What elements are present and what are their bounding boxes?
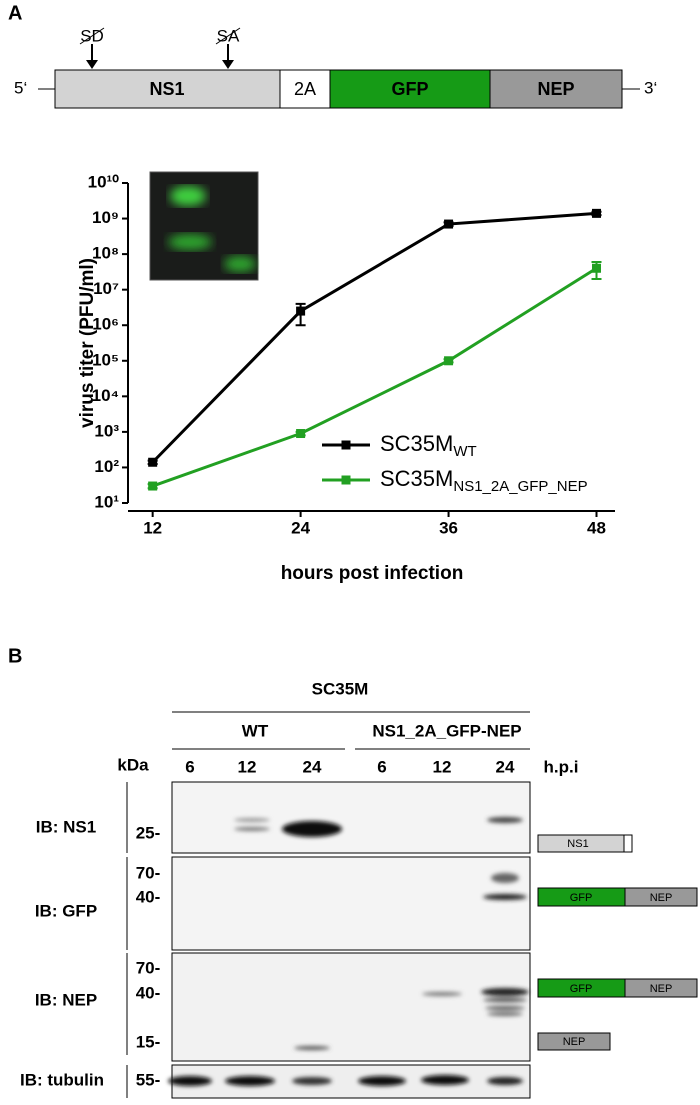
scheme [537,1032,611,1051]
segment-label: NEP [537,79,574,99]
segment-label: 2A [294,79,316,99]
strike [79,27,105,45]
lane-label: 6 [377,757,386,776]
legend-name: SC35M [380,466,453,491]
blot-label: IB: NEP [35,990,97,1009]
y-tick-label: 10⁴ [92,386,119,405]
scheme [624,978,698,998]
kda: kDa [117,755,149,774]
scheme-label: GFP [570,892,593,904]
group-label: WT [242,721,269,740]
legend-marker [341,440,351,450]
panel-label: A [8,2,22,24]
marker: 40- [136,887,161,906]
data-point [148,457,158,467]
plot: 10¹ 10² 10³ 10⁴ 10⁵ 10⁶ 10⁷ 10⁸ 10⁹ 10¹⁰ 12 24 36 48 S… [88,172,615,537]
blot [171,952,531,1062]
data-point [444,356,454,366]
segment-label: NS1 [149,79,184,99]
y-tick-label: 10⁸ [92,244,119,263]
segment-label: GFP [391,79,428,99]
scheme [623,834,633,853]
y-tick-label: 10³ [94,421,119,440]
legend-subscript: WT [453,443,476,460]
lane-label: 12 [238,757,257,776]
scheme-label: GFP [570,983,593,995]
y-tick-label: 10⁷ [93,279,119,298]
segment [329,69,491,109]
marker: 70- [136,958,161,977]
data-point [444,219,454,229]
data-point [592,208,602,218]
series-line [152,266,598,488]
x-tick-label: 48 [587,518,606,537]
lane-label: 24 [496,757,515,776]
panel-label: B [8,645,22,667]
y-tick-label: 10¹⁰ [88,172,120,191]
lane-label: 6 [185,757,194,776]
scheme-label: NEP [563,1036,586,1048]
y-tick-label: 10² [94,457,119,476]
strain: SC35M [312,679,369,698]
data-point [296,429,306,439]
hpi: h.p.i [544,757,579,776]
lane-label: 24 [303,757,322,776]
cell [170,186,206,206]
y-tick-label: 10¹ [94,492,119,511]
data-point [148,481,158,491]
legend-label: SC35MNS1_2A_GFP_NEP [380,466,588,495]
legend-name: SC35M [380,431,453,456]
scheme-label: NS1 [567,838,588,850]
marker: 55- [136,1070,161,1089]
five-prime: 5‘ [14,78,27,97]
marker: 70- [136,863,161,882]
scheme-label: NEP [650,983,673,995]
x-tick-label: 12 [143,518,162,537]
scheme [624,887,698,907]
data-point [592,263,602,273]
series-line [151,211,597,464]
y-tick-label: 10⁹ [92,208,119,227]
blot [171,781,531,854]
legend-marker [341,475,351,485]
y-axis-label: virus titer (PFU/ml) [77,258,98,428]
blot-label: IB: GFP [35,901,97,920]
marker: 40- [136,983,161,1002]
blot-label: IB: tubulin [20,1070,104,1089]
x-tick-label: 24 [291,518,310,537]
y-tick-label: 10⁶ [92,315,119,334]
legend-subscript: NS1_2A_GFP_NEP [453,478,587,495]
blot [171,856,531,951]
arrow-head [222,60,234,69]
marker: 25- [136,823,161,842]
strike [215,27,241,45]
scheme-label: NEP [650,892,673,904]
x-axis-label: hours post infection [281,563,464,584]
x-tick-label: 36 [439,518,458,537]
data-point [296,306,306,316]
cell [168,234,212,250]
group-label: NS1_2A_GFP-NEP [372,721,521,740]
blot-label: IB: NS1 [36,817,96,836]
cell [224,256,256,272]
marker: 15- [136,1032,161,1051]
three-prime: 3‘ [644,78,657,97]
bands [168,817,529,1086]
arrow-head [86,60,98,69]
lane-label: 12 [433,757,452,776]
segment [279,69,331,109]
y-tick-label: 10⁵ [92,350,119,369]
legend-label: SC35MWT [380,431,477,460]
